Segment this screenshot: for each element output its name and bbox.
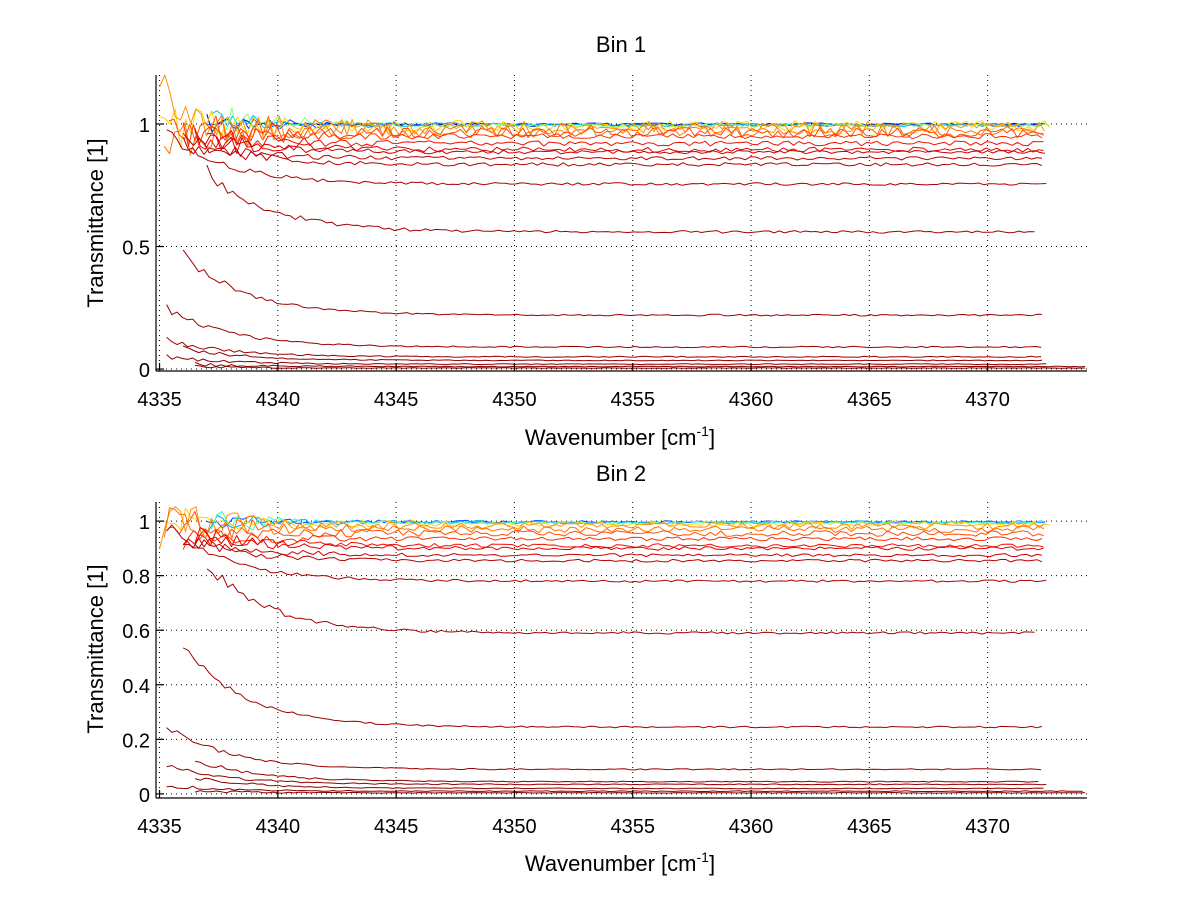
series-curve-21 <box>194 790 1086 794</box>
series-curve-04 <box>215 107 1050 139</box>
series-curve-16 <box>206 164 1035 234</box>
y-tick-label: 0.2 <box>122 730 150 752</box>
x-tick-label: 4365 <box>847 816 892 838</box>
series-curve-15 <box>182 647 1043 729</box>
series-curve-03 <box>211 510 1045 531</box>
series-curve-02 <box>206 515 1045 535</box>
y-tick-label: 1 <box>139 115 150 137</box>
x-tick-labels: 4335 4340 4345 4350 4355 4360 4365 4370 <box>137 816 1010 838</box>
y-tick-label: 0.8 <box>122 567 150 589</box>
chart-title: Bin 1 <box>596 32 646 57</box>
series-curve-22 <box>194 361 1086 368</box>
y-tick-label: 0.4 <box>122 676 150 698</box>
series-curve-05 <box>159 108 1050 148</box>
x-tick-label: 4360 <box>729 389 774 411</box>
series-curve-13 <box>182 137 1043 161</box>
x-tick-label: 4345 <box>374 816 419 838</box>
x-tick-label: 4360 <box>729 816 774 838</box>
series-curve-08 <box>182 529 1043 550</box>
series-curve-09 <box>194 529 1044 548</box>
series-curve-18 <box>166 304 1042 349</box>
x-tick-label: 4370 <box>965 389 1010 411</box>
series-curve-18 <box>166 765 1047 786</box>
y-tick-label: 0.5 <box>122 238 150 260</box>
x-tick-label: 4335 <box>137 816 182 838</box>
series-curve-15 <box>166 129 1047 186</box>
chart-title: Bin 2 <box>596 461 646 486</box>
series-curve-17 <box>182 249 1043 317</box>
series-curve-05 <box>159 506 1045 550</box>
series-curve-21 <box>166 354 1047 366</box>
y-axis-label: Transmittance [1] <box>83 138 108 307</box>
series-curve-09 <box>182 122 1043 147</box>
series-curve-20 <box>183 345 1043 362</box>
y-tick-labels: 00.51 <box>122 115 150 382</box>
y-axis-label: Transmittance [1] <box>83 564 108 733</box>
y-tick-label: 0 <box>139 785 150 807</box>
series-curve-19 <box>166 336 1042 358</box>
x-tick-label: 4370 <box>965 816 1010 838</box>
series-curve-10 <box>194 526 1044 551</box>
series-curve-13 <box>166 524 1047 583</box>
y-tick-label: 1 <box>139 512 150 534</box>
series-curve-06 <box>163 507 1045 544</box>
y-tick-label: 0 <box>139 360 150 382</box>
axes-frame <box>155 502 1087 799</box>
gridlines <box>156 502 1087 798</box>
x-tick-labels: 4335 4340 4345 4350 4355 4360 4365 4370 <box>137 389 1010 411</box>
series-curve-07 <box>163 115 1045 156</box>
x-tick-label: 4355 <box>610 389 655 411</box>
subplot-bin-1: Bin 1 4335 4340 4345 4350 4355 4360 4365 4370 0… <box>83 32 1087 450</box>
x-axis-label: Wavenumber [cm-1] <box>525 423 715 450</box>
data-curves <box>159 74 1086 369</box>
data-curves <box>159 506 1086 794</box>
axes-frame <box>155 75 1087 372</box>
series-curve-12 <box>206 132 1045 155</box>
series-curve-11 <box>183 537 1043 558</box>
series-curve-17 <box>194 760 1039 783</box>
x-tick-label: 4365 <box>847 389 892 411</box>
series-curve-19 <box>194 777 1044 790</box>
series-curve-14 <box>206 568 1035 635</box>
series-curve-12 <box>182 538 1043 563</box>
x-tick-label: 4355 <box>610 816 655 838</box>
subplot-bin-2: Bin 2 4335 4340 4345 4350 4355 4360 4365 4370 0… <box>83 461 1087 876</box>
x-tick-label: 4335 <box>137 389 182 411</box>
x-tick-label: 4340 <box>256 389 301 411</box>
y-tick-labels: 0 0.2 0.4 0.6 0.8 1 <box>122 512 150 807</box>
series-curve-04 <box>159 507 1050 531</box>
x-tick-label: 4345 <box>374 389 419 411</box>
series-curve-16 <box>166 727 1042 771</box>
x-axis-label: Wavenumber [cm-1] <box>525 849 715 876</box>
y-tick-label: 0.6 <box>122 621 150 643</box>
x-tick-label: 4350 <box>492 816 537 838</box>
x-tick-label: 4340 <box>256 816 301 838</box>
series-curve-10 <box>194 127 1044 150</box>
series-curve-23 <box>194 364 1086 369</box>
x-tick-label: 4350 <box>492 389 537 411</box>
series-curve-20 <box>166 785 1083 793</box>
series-curve-14 <box>182 132 1043 167</box>
